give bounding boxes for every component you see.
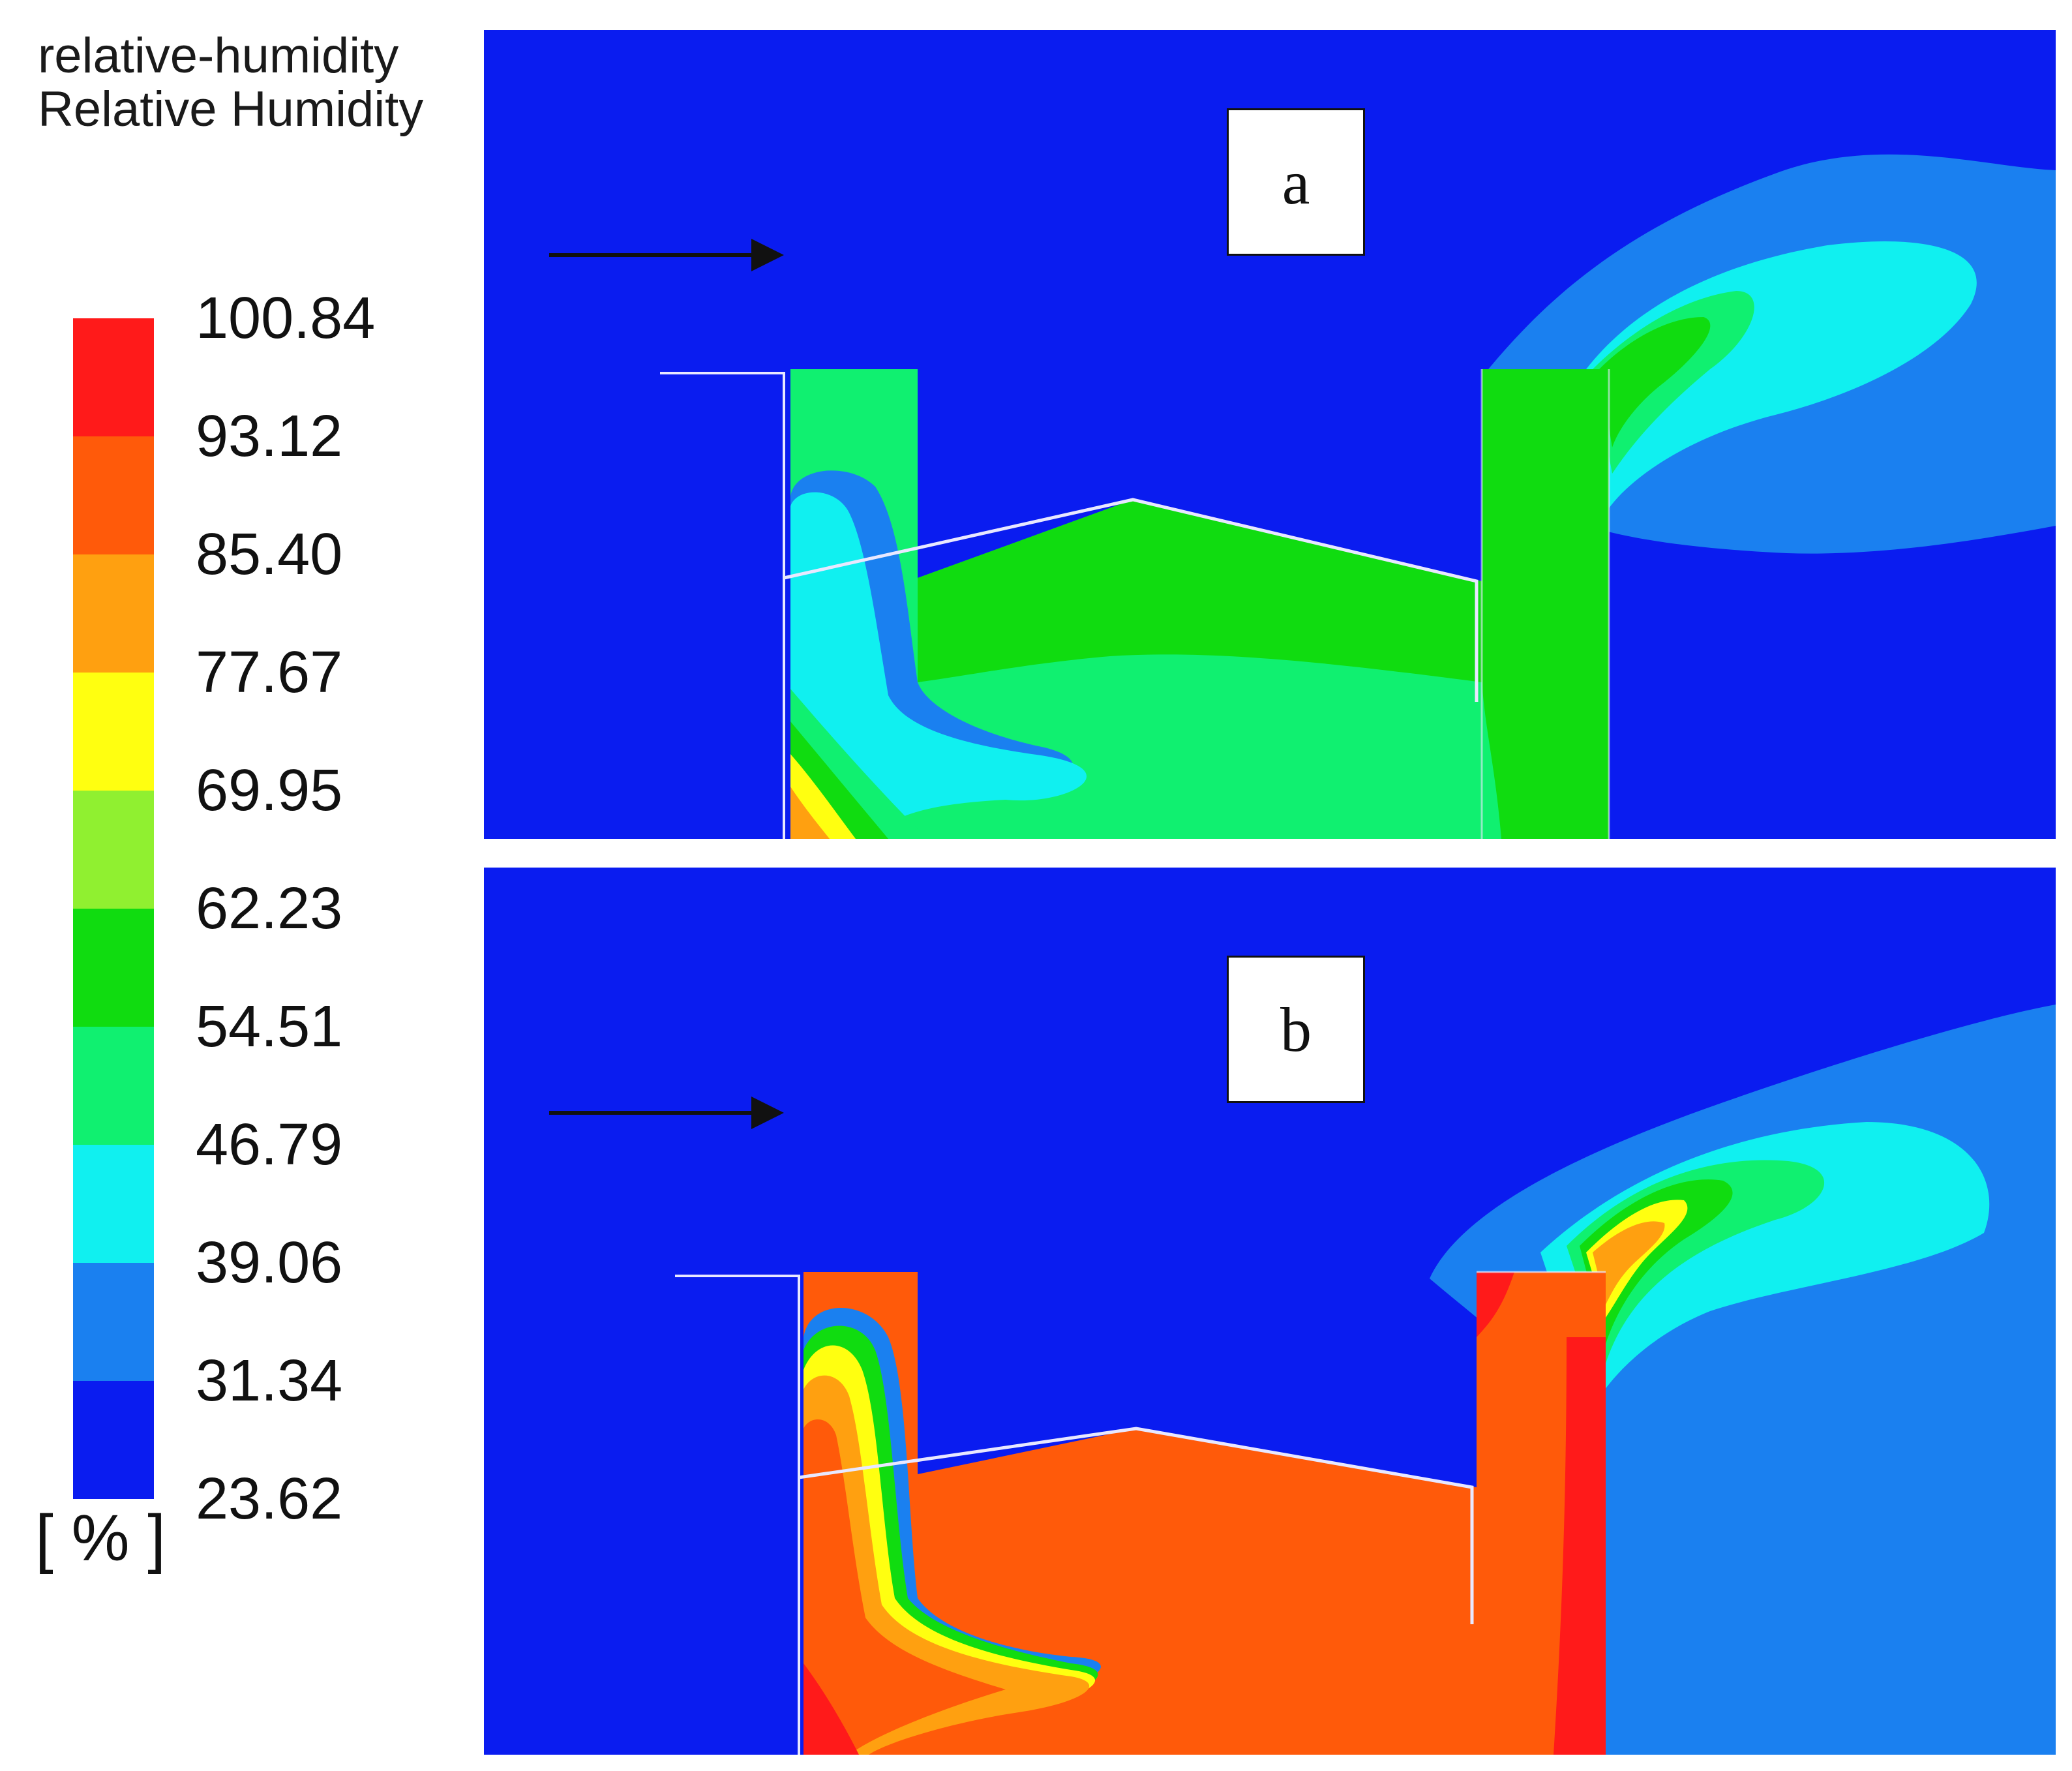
colorbar-tick-label: 46.79 bbox=[196, 1112, 343, 1177]
colorbar-tick-label: 69.95 bbox=[196, 758, 343, 823]
colorbar-band bbox=[73, 1381, 154, 1499]
roof-line bbox=[798, 1427, 1474, 1624]
left-wall bbox=[660, 372, 785, 839]
roof-line bbox=[783, 498, 1479, 702]
colorbar-tick-label: 23.62 bbox=[196, 1466, 343, 1532]
outlet-column bbox=[1482, 369, 1609, 839]
colorbar-band bbox=[73, 1263, 154, 1382]
colorbar-band bbox=[73, 909, 154, 1027]
contour-panel-a bbox=[484, 30, 2056, 839]
colorbar bbox=[73, 318, 154, 1499]
plume-green-light bbox=[1593, 291, 1754, 474]
legend-title-line1: relative-humidity bbox=[38, 28, 399, 83]
colorbar-tick-label: 31.34 bbox=[196, 1348, 343, 1414]
colorbar-band bbox=[73, 436, 154, 555]
colorbar-tick-label: 93.12 bbox=[196, 404, 343, 469]
inlet-jet-red-orange bbox=[803, 1419, 1006, 1755]
colorbar-tick-label: 77.67 bbox=[196, 640, 343, 705]
plume-orange bbox=[1593, 1221, 1665, 1305]
legend-unit: [ % ] bbox=[35, 1502, 166, 1575]
interior-green-upper bbox=[918, 500, 1482, 682]
colorbar-band bbox=[73, 791, 154, 909]
inlet-jet-red bbox=[803, 1663, 859, 1755]
colorbar-band bbox=[73, 673, 154, 791]
wind-arrow bbox=[549, 1097, 784, 1129]
colorbar-band bbox=[73, 554, 154, 673]
colorbar-tick-label: 85.40 bbox=[196, 522, 343, 587]
panel-label-a: a bbox=[1227, 108, 1365, 256]
outlet-red bbox=[1477, 1272, 1606, 1755]
left-wall bbox=[675, 1275, 800, 1755]
wind-arrow bbox=[549, 239, 784, 271]
colorbar-band bbox=[73, 1027, 154, 1145]
inlet-jet-cyan bbox=[790, 492, 1087, 839]
colorbar-tick-label: 62.23 bbox=[196, 876, 343, 941]
colorbar-tick-label: 39.06 bbox=[196, 1230, 343, 1295]
inlet-jet-orange bbox=[790, 787, 830, 839]
colorbar-band bbox=[73, 318, 154, 437]
panel-label-b: b bbox=[1227, 956, 1365, 1103]
building-interior bbox=[803, 1272, 1606, 1755]
plume-green bbox=[1580, 1179, 1733, 1344]
legend-title-line2: Relative Humidity bbox=[38, 82, 424, 137]
plume-green bbox=[1599, 317, 1711, 447]
colorbar-tick-label: 54.51 bbox=[196, 994, 343, 1059]
colorbar-band bbox=[73, 1145, 154, 1264]
colorbar-tick-label: 100.84 bbox=[196, 286, 376, 351]
right-wall bbox=[1480, 369, 1610, 839]
